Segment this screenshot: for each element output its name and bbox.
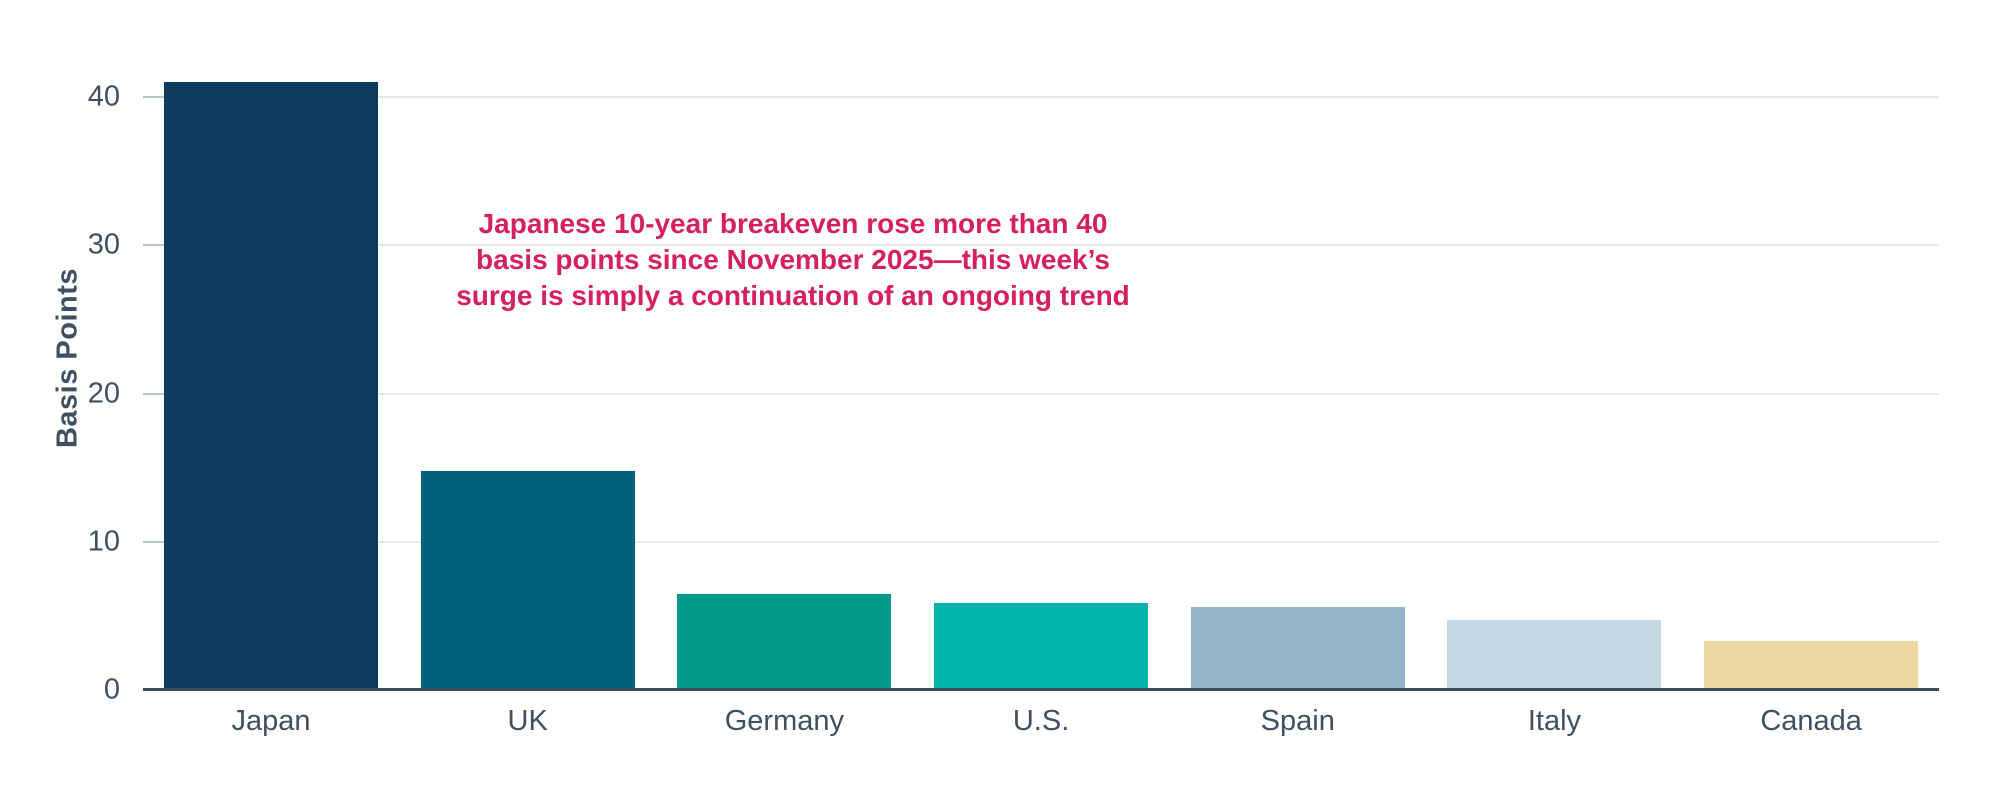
x-axis-category-labels: Japan UK Germany U.S. Spain Italy Canada — [164, 707, 1939, 736]
x-axis-line — [143, 688, 1939, 691]
y-tick-mark-30 — [143, 244, 164, 247]
y-tick-label-30: 30 — [87, 228, 120, 261]
annotation-line-3: surge is simply a continuation of an ong… — [456, 280, 1130, 311]
annotation-line-1: Japanese 10-year breakeven rose more tha… — [478, 208, 1108, 239]
y-tick-label-20: 20 — [87, 377, 120, 410]
gridline-30 — [164, 244, 1939, 247]
x-label-canada: Canada — [1760, 705, 1862, 737]
x-label-uk: UK — [507, 705, 548, 737]
gridline-20 — [164, 392, 1939, 395]
bar-germany — [677, 593, 892, 690]
annotation-line-2: basis points since November 2025—this we… — [476, 244, 1110, 275]
y-tick-mark-20 — [143, 392, 164, 395]
bar-us — [934, 602, 1149, 690]
y-tick-mark-40 — [143, 96, 164, 99]
y-axis-title: Basis Points — [51, 267, 84, 449]
annotation-text: Japanese 10-year breakeven rose more tha… — [393, 206, 1193, 314]
y-tick-label-0: 0 — [103, 673, 120, 706]
plot-area — [164, 60, 1939, 690]
y-tick-mark-10 — [143, 540, 164, 543]
bars-group — [164, 60, 1939, 690]
x-label-germany: Germany — [724, 705, 844, 737]
x-label-spain: Spain — [1260, 705, 1335, 737]
bar-italy — [1447, 620, 1662, 690]
x-label-japan: Japan — [231, 705, 311, 737]
bar-spain — [1190, 607, 1405, 690]
gridline-10 — [164, 540, 1939, 543]
gridline-40 — [164, 96, 1939, 99]
bar-canada — [1704, 641, 1919, 690]
bar-japan — [164, 82, 378, 690]
bar-uk — [420, 470, 635, 690]
y-tick-label-10: 10 — [87, 525, 120, 558]
x-label-italy: Italy — [1527, 705, 1582, 737]
y-tick-label-40: 40 — [87, 80, 120, 113]
x-label-us: U.S. — [1012, 705, 1070, 737]
